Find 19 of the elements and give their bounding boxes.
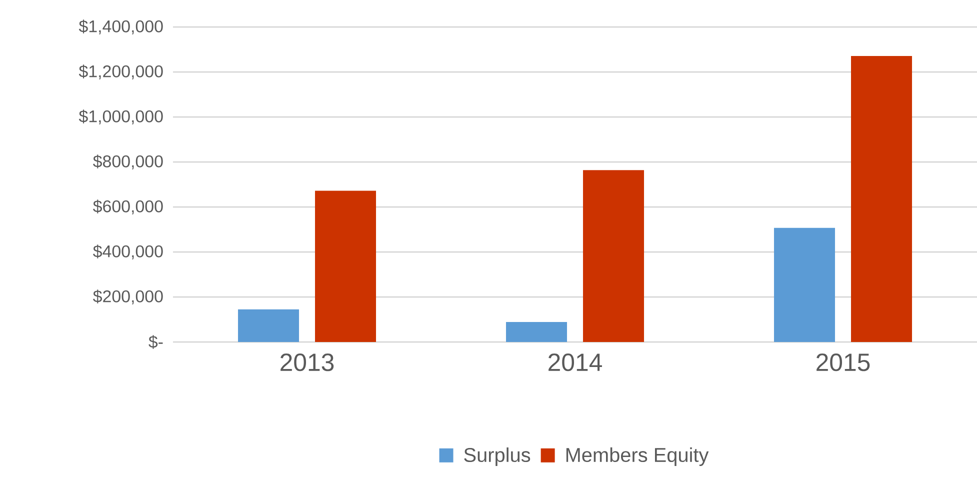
y-tick-label: $1,200,000	[78, 64, 163, 80]
legend-label: Members Equity	[566, 447, 709, 466]
x-tick-label: 2013	[280, 354, 334, 372]
bar	[774, 228, 836, 342]
bar	[851, 56, 912, 342]
bar	[583, 170, 644, 342]
y-tick-label: $-	[148, 335, 163, 349]
y-tick-label: $800,000	[93, 154, 163, 170]
x-tick-label: 2014	[548, 354, 602, 372]
y-tick-label: $1,000,000	[78, 110, 163, 124]
y-tick-label: $200,000	[93, 290, 163, 304]
y-tick-label: $1,400,000	[78, 20, 163, 34]
bar	[238, 309, 300, 342]
x-tick-label: 2015	[816, 354, 870, 372]
y-tick-label: $600,000	[93, 200, 163, 214]
bar	[506, 322, 568, 342]
legend-label: Surplus	[464, 447, 530, 466]
bar	[315, 190, 376, 342]
y-tick-label: $400,000	[93, 244, 163, 260]
